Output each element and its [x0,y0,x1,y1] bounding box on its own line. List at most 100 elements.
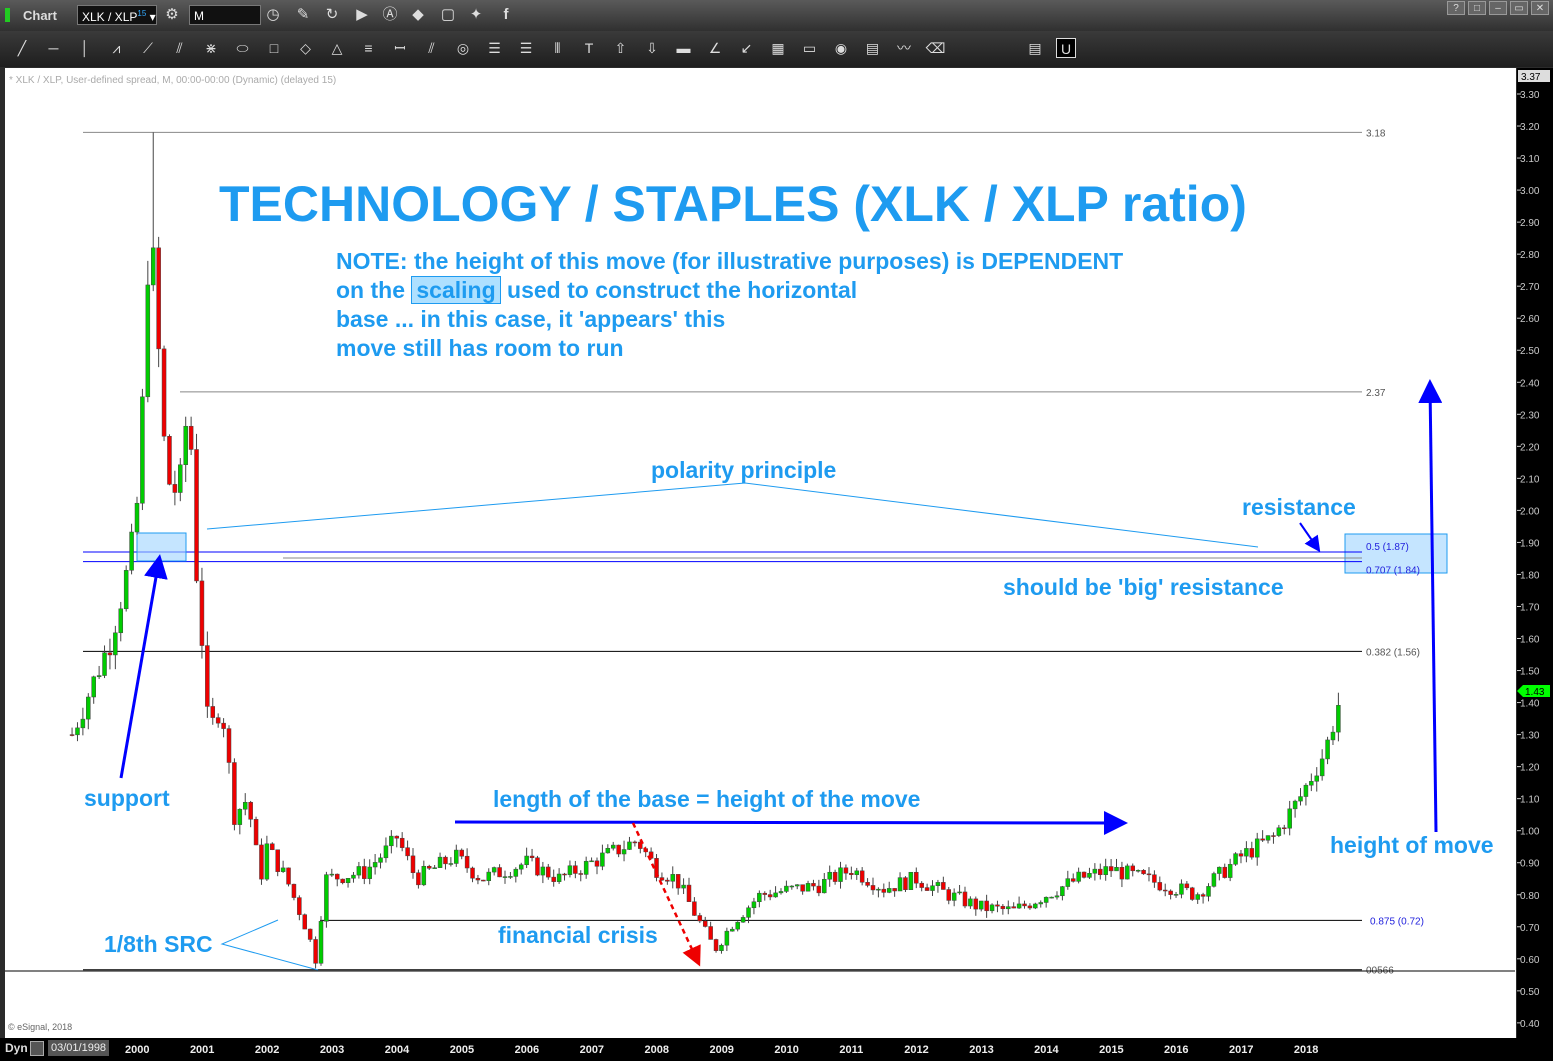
candle-body [757,892,762,903]
candle-body [1200,894,1206,897]
angle-tool-icon[interactable]: ∠ [708,40,722,56]
level-label: 0.707 (1.84) [1366,566,1420,577]
circles-tool-icon[interactable]: ◎ [456,40,470,56]
arrow-down-tool-icon[interactable]: ⇩ [646,40,658,56]
parallel-lines-tool-icon[interactable]: ≡ [364,40,373,56]
candle-body [881,888,887,893]
x-tick-label: 2014 [1034,1044,1059,1056]
candle-body [475,877,481,881]
refresh-icon[interactable]: ↻ [325,6,339,23]
candle-body [1260,838,1265,841]
link-icon[interactable]: ◆ [412,6,424,23]
title-bar: Chart XLK / XLP15 ▾ ⚙ M ◷ ✎ ↻ ▶ Ⓐ ◆ ▢ ✦ … [0,0,1553,31]
candle-body [648,851,654,859]
pencil-icon[interactable]: ✎ [296,6,310,23]
moe-tool-icon[interactable]: ▭ [802,40,817,56]
vertical-line-tool-icon[interactable]: │ [80,40,90,56]
polyline-tool-icon[interactable]: ⩘ [112,40,121,56]
start-date[interactable]: 03/01/1998 [48,1040,110,1056]
chart-plot-area[interactable]: * XLK / XLP, User-defined spread, M, 00:… [5,68,1516,1038]
line-tool-icon[interactable]: ╱ [17,40,27,56]
pitchfork-tool-icon[interactable]: ⫽ [176,40,183,56]
wave-tool-icon[interactable]: 〰 [897,40,911,56]
window-button[interactable]: ▭ [1510,1,1528,15]
gann-tool-icon[interactable]: ⋇ [205,40,217,56]
candle-body [1114,867,1119,872]
top-price-bg [1518,70,1550,82]
candle-body [443,856,448,865]
interval-selector[interactable]: M [189,5,261,25]
candle-body [610,844,616,849]
channel-tool-icon[interactable]: ⫽ [428,40,435,56]
horizontal-line-tool-icon[interactable]: ─ [48,40,59,56]
lock-icon[interactable] [30,1041,44,1056]
arrows-tool-icon[interactable]: ↙ [740,40,753,56]
clock-icon[interactable]: ◷ [266,6,280,23]
window-button[interactable]: ? [1447,1,1465,15]
fan-tool-icon[interactable]: ⟋ [143,40,153,56]
candle-body [870,885,876,891]
candle-body [1011,906,1016,909]
candle-body [1162,889,1168,892]
marker-tool-icon[interactable]: ▬ [676,40,691,56]
cycles-tool-icon[interactable]: ꟷ [394,40,406,56]
window-button[interactable]: □ [1468,1,1486,15]
candle-body [118,608,124,634]
magnet-tool-icon[interactable]: U [1056,38,1076,58]
note-2a: on the [336,277,405,303]
candle-body [1238,853,1244,857]
candle-body [459,849,464,857]
candle-body [253,819,259,846]
bars-tool-icon[interactable]: ⦀ [554,40,561,56]
candle-body [75,727,80,736]
x-tick-label: 2012 [904,1044,928,1056]
pti-tool-icon[interactable]: ▤ [865,40,880,56]
settings-gear-icon[interactable]: ⚙ [165,6,179,23]
y-tick-label: 2.80 [1520,250,1540,261]
twitter-icon[interactable]: ✦ [469,6,483,23]
window-button[interactable]: ✕ [1531,1,1549,15]
candle-body [751,901,757,909]
symbol-value: XLK / XLP [82,10,138,24]
alert-icon[interactable]: Ⓐ [382,6,398,23]
candle-body [946,889,951,901]
candle-body [1254,838,1260,858]
candle-body [540,866,546,876]
comment-tool-icon[interactable]: ▤ [1028,40,1042,56]
eraser-tool-icon[interactable]: ⌫ [925,40,946,56]
grid-tool-icon[interactable]: ▦ [771,40,785,56]
text-tool-icon[interactable]: T [584,40,594,56]
candle-body [334,873,340,880]
candle-body [670,874,676,882]
window-button[interactable]: – [1489,1,1507,15]
candle-body [1303,784,1309,797]
eye-tool-icon[interactable]: ◉ [834,40,848,56]
candle-body [692,901,697,916]
fib-extension-tool-icon[interactable]: ☰ [519,40,533,56]
time-axis[interactable]: Dyn 03/01/1998 [0,1038,1553,1061]
ellipse-tool-icon[interactable]: ⬭ [236,40,249,56]
last-price-marker [1517,684,1550,697]
dyn-label[interactable]: Dyn [5,1041,28,1055]
triangle-tool-icon[interactable]: △ [331,40,343,56]
candle-body [513,868,519,877]
candle-body [1108,866,1114,872]
y-tick-label: 0.60 [1520,955,1540,966]
price-axis[interactable] [1517,68,1553,1038]
candle-body [935,882,941,886]
candle-body [1292,800,1298,810]
play-icon[interactable]: ▶ [356,6,368,23]
symbol-selector[interactable]: XLK / XLP15 ▾ [77,5,157,25]
y-tick-label: 1.80 [1520,570,1540,581]
facebook-icon[interactable]: f [503,6,509,23]
fib-retracement-tool-icon[interactable]: ☰ [488,40,501,56]
resistance-zone-box [1344,533,1448,574]
diamond-tool-icon[interactable]: ◇ [300,40,311,56]
y-tick-label: 1.00 [1520,827,1540,838]
comment-icon[interactable]: ▢ [440,6,456,23]
candle-body [1000,905,1006,910]
x-tick-label: 2003 [320,1044,344,1056]
arrow-up-tool-icon[interactable]: ⇧ [614,40,627,56]
candle-body [1135,869,1141,872]
rectangle-tool-icon[interactable]: □ [269,40,279,56]
